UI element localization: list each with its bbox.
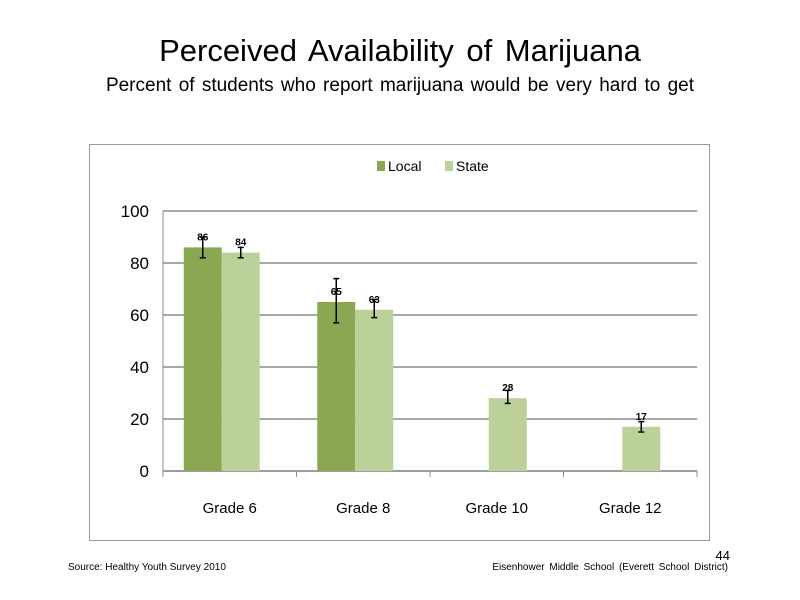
y-tick-label: 20 xyxy=(130,410,149,429)
data-label: 86 xyxy=(197,232,209,243)
legend-label-local: Local xyxy=(388,158,421,174)
data-label: 63 xyxy=(369,295,381,306)
y-tick-label: 60 xyxy=(130,306,149,325)
data-label: 65 xyxy=(331,287,343,298)
legend-label-state: State xyxy=(456,158,489,174)
bar-state xyxy=(488,398,527,471)
chart-area xyxy=(89,144,710,541)
data-label: 28 xyxy=(502,383,514,394)
x-tick-label: Grade 6 xyxy=(203,500,257,517)
organization-note: Eisenhower Middle School (Everett School… xyxy=(492,562,728,573)
source-note: Source: Healthy Youth Survey 2010 xyxy=(68,562,226,573)
slide-title: Perceived Availability of Marijuana xyxy=(159,33,641,68)
y-tick-label: 0 xyxy=(140,462,149,481)
y-tick-label: 40 xyxy=(130,358,149,377)
bar-local xyxy=(183,247,222,471)
x-tick-label: Grade 8 xyxy=(336,500,390,517)
x-tick-label: Grade 12 xyxy=(599,500,662,517)
bar-local xyxy=(317,302,356,471)
bar-state xyxy=(622,426,661,471)
y-tick-label: 80 xyxy=(130,254,149,273)
bar-state xyxy=(221,252,260,471)
data-label: 17 xyxy=(636,412,648,423)
data-label: 84 xyxy=(235,238,247,249)
legend-swatch-local xyxy=(377,161,385,171)
bar-state xyxy=(355,309,394,471)
x-tick-label: Grade 10 xyxy=(465,500,528,517)
legend-swatch-state xyxy=(445,161,453,171)
page-number: 44 xyxy=(715,548,730,563)
slide-subtitle: Percent of students who report marijuana… xyxy=(105,75,695,96)
y-tick-label: 100 xyxy=(121,202,149,221)
